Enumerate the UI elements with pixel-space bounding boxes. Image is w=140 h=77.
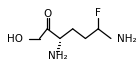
Text: NH₂: NH₂ [117,33,137,44]
Text: NH₂: NH₂ [48,51,67,61]
Text: HO: HO [7,33,23,44]
Text: F: F [95,8,101,18]
Text: O: O [44,9,52,19]
